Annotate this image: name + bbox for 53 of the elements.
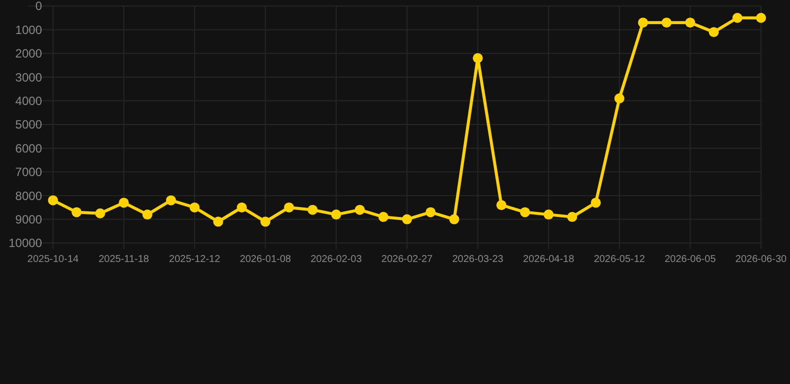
y-tick-label: 9000: [15, 212, 42, 226]
y-tick-label: 5000: [15, 118, 42, 132]
point: [95, 208, 106, 218]
point: [426, 207, 436, 218]
x-tick-label: 2026-03-23: [452, 254, 504, 265]
point: [756, 12, 766, 23]
point: [308, 204, 318, 215]
point: [638, 18, 648, 28]
y-tick-label: 8000: [15, 188, 42, 203]
point: [567, 212, 578, 222]
x-tick-label: 2025-12-12: [169, 254, 221, 265]
x-tick-label: 2026-04-18: [523, 254, 575, 265]
point: [260, 216, 270, 227]
x-tick-label: 2026-02-03: [310, 254, 362, 265]
point: [732, 12, 742, 23]
point: [378, 212, 388, 222]
y-tick-label: 0: [35, 0, 42, 14]
point: [331, 210, 342, 220]
point: [142, 210, 152, 220]
point: [708, 27, 719, 38]
y-tick-label: 1000: [15, 22, 42, 37]
point: [449, 214, 460, 224]
point: [190, 202, 200, 212]
y-tick-label: 3000: [15, 70, 42, 84]
y-tick-label: 2000: [15, 46, 42, 61]
point: [166, 195, 176, 206]
point: [284, 202, 294, 212]
point: [354, 204, 365, 215]
x-tick-label: 2025-11-18: [98, 254, 150, 265]
y-tick-label: 4000: [15, 94, 42, 108]
x-tick-label: 2026-02-27: [381, 254, 434, 265]
x-tick-label: 2026-05-12: [594, 254, 646, 265]
point: [48, 195, 58, 206]
point: [685, 18, 696, 28]
y-tick-label: 10000: [8, 236, 42, 250]
point: [614, 93, 624, 104]
x-tick-label: 2026-06-30: [735, 254, 788, 265]
point: [118, 198, 129, 208]
x-tick-label: 2025-10-14: [27, 254, 80, 265]
point: [213, 216, 224, 227]
y-tick-label: 7000: [15, 165, 42, 180]
point: [496, 200, 506, 210]
point: [662, 18, 672, 28]
point: [236, 202, 247, 212]
y-tick-label: 6000: [15, 141, 42, 156]
x-tick-label: 2026-06-05: [664, 254, 716, 265]
point: [544, 210, 554, 220]
point: [520, 207, 530, 218]
x-tick-label: 2026-01-08: [240, 254, 292, 265]
point: [72, 207, 82, 218]
point: [472, 53, 483, 64]
point: [590, 198, 601, 208]
point: [402, 214, 412, 224]
